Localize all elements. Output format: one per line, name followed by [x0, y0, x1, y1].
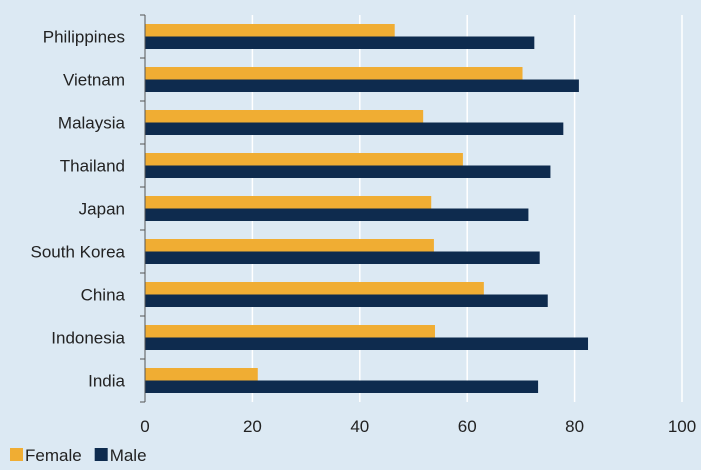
x-tick-label: 0	[140, 417, 149, 436]
category-label: South Korea	[30, 243, 125, 262]
bar-female-japan	[145, 196, 432, 209]
bar-male-india	[145, 380, 539, 393]
category-label: China	[81, 286, 126, 305]
x-tick-labels: 0 20 40 60 80 100	[140, 417, 696, 436]
bar-male-malaysia	[145, 122, 564, 135]
bar-female-indonesia	[145, 325, 435, 338]
category-label: Indonesia	[51, 329, 125, 348]
category-label: India	[88, 372, 125, 391]
legend-label-male: Male	[110, 446, 147, 465]
legend-label-female: Female	[25, 446, 82, 465]
legend-swatch-female	[10, 448, 23, 461]
bar-male-japan	[145, 208, 529, 221]
legend: Female Male	[10, 446, 147, 465]
category-label: Vietnam	[63, 71, 125, 90]
category-label: Thailand	[60, 157, 125, 176]
bar-female-south-korea	[145, 239, 434, 252]
x-tick-label: 20	[243, 417, 262, 436]
bar-female-vietnam	[145, 67, 523, 80]
category-label: Malaysia	[58, 114, 126, 133]
bar-female-philippines	[145, 24, 395, 37]
bar-male-vietnam	[145, 79, 579, 92]
bar-female-china	[145, 282, 484, 295]
x-tick-label: 100	[668, 417, 696, 436]
category-labels: Philippines Vietnam Malaysia Thailand Japan S…	[30, 28, 125, 391]
legend-swatch-male	[94, 448, 108, 461]
x-tick-label: 40	[350, 417, 369, 436]
bar-female-india	[145, 368, 258, 381]
bars	[145, 24, 589, 393]
bar-female-thailand	[145, 153, 463, 166]
x-tick-label: 60	[458, 417, 477, 436]
bar-male-south-korea	[145, 251, 540, 264]
bar-male-philippines	[145, 36, 535, 49]
bar-male-indonesia	[145, 337, 589, 350]
x-tick-label: 80	[565, 417, 584, 436]
axes	[140, 14, 146, 403]
category-label: Philippines	[43, 28, 125, 47]
bar-female-malaysia	[145, 110, 424, 123]
bar-male-thailand	[145, 165, 551, 178]
category-label: Japan	[79, 200, 125, 219]
bar-male-china	[145, 294, 548, 307]
